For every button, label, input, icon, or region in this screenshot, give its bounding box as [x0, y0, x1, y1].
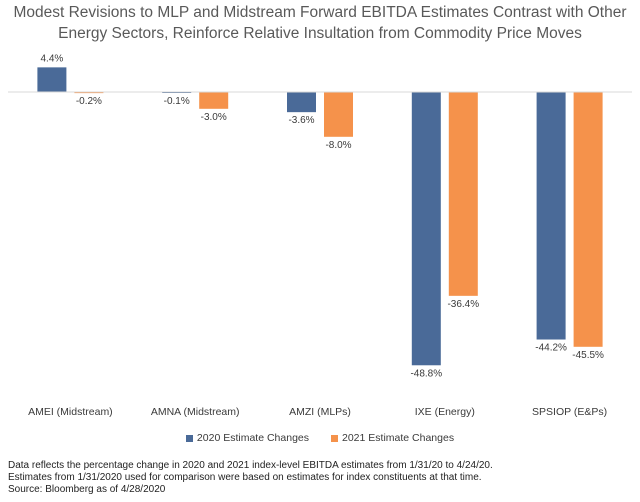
data-label-2020-1: -0.1% — [164, 96, 190, 107]
legend-item-2021: 2021 Estimate Changes — [331, 432, 454, 444]
bar-2021-1 — [199, 92, 229, 109]
data-label-2021-1: -3.0% — [201, 112, 227, 123]
footnote-source: Source: Bloomberg as of 4/28/2020 — [8, 484, 166, 495]
bar-2020-0 — [37, 67, 67, 92]
data-label-2021-0: -0.2% — [76, 96, 102, 107]
category-label-1: AMNA (Midstream) — [151, 406, 240, 418]
category-label-3: IXE (Energy) — [415, 406, 475, 418]
chart-title: Modest Revisions to MLP and Midstream Fo… — [0, 2, 640, 44]
data-label-2020-2: -3.6% — [288, 115, 314, 126]
data-label-2020-4: -44.2% — [535, 343, 567, 354]
bar-2021-3 — [448, 92, 478, 296]
bar-2020-2 — [287, 92, 316, 113]
legend-label-2021: 2021 Estimate Changes — [342, 432, 455, 444]
footnote-2: Estimates from 1/31/2020 used for compar… — [8, 472, 482, 483]
legend-swatch-2020 — [185, 434, 193, 442]
chart-title-line-2: Energy Sectors, Reinforce Relative Insul… — [58, 25, 582, 42]
bar-2021-2 — [324, 92, 353, 137]
legend-swatch-2021 — [331, 434, 338, 442]
category-label-0: AMEI (Midstream) — [28, 406, 113, 418]
bar-2020-4 — [536, 92, 566, 340]
data-label-2020-0: 4.4% — [41, 53, 64, 64]
category-label-2: AMZI (MLPs) — [289, 406, 351, 418]
bar-2021-0 — [74, 92, 104, 94]
data-label-2021-2: -8.0% — [325, 140, 351, 151]
chart-title-line-1: Modest Revisions to MLP and Midstream Fo… — [13, 4, 627, 21]
bar-chart: 4.4% -0.2% AMEI (Midstream) -0.1% -3.0% AMNA … — [8, 53, 632, 418]
data-label-2021-3: -36.4% — [447, 299, 479, 310]
chart-legend: 2020 Estimate Changes 2021 Estimate Chan… — [0, 432, 640, 444]
legend-label-2020: 2020 Estimate Changes — [196, 432, 309, 444]
bar-2021-4 — [573, 92, 603, 347]
data-label-2020-3: -48.8% — [410, 368, 442, 379]
footnotes: Data reflects the percentage change in 2… — [8, 460, 493, 496]
legend-item-2020: 2020 Estimate Changes — [185, 432, 309, 444]
footnote-1: Data reflects the percentage change in 2… — [8, 460, 493, 471]
category-label-4: SPSIOP (E&Ps) — [532, 406, 607, 418]
bar-2020-3 — [411, 92, 441, 366]
data-label-2021-4: -45.5% — [572, 350, 604, 361]
